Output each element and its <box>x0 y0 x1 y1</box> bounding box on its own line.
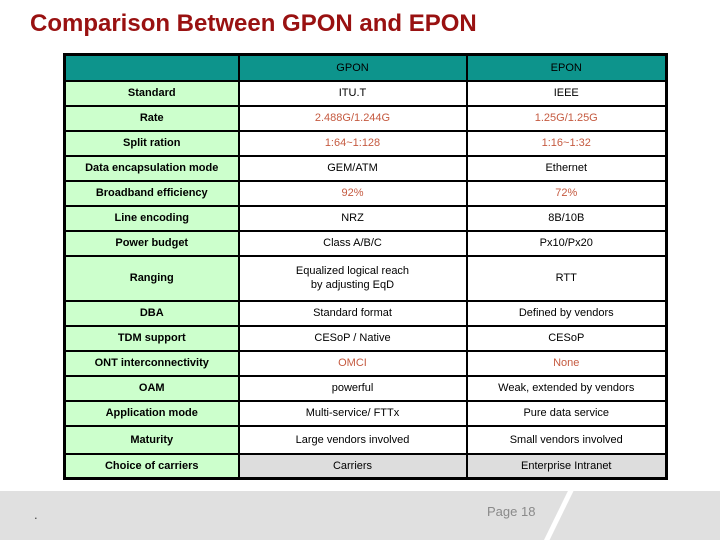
column-header-gpon: GPON <box>237 53 468 82</box>
slide-title: Comparison Between GPON and EPON <box>30 10 477 37</box>
column-header-epon: EPON <box>465 53 668 82</box>
table-row: Ranging Equalized logical reach by adjus… <box>63 254 668 302</box>
epon-value-cell: Enterprise Intranet <box>465 452 668 480</box>
table-row: Standard ITU.T IEEE <box>63 79 668 107</box>
row-label-cell: Maturity <box>63 424 240 455</box>
epon-value-cell: Small vendors involved <box>465 424 668 455</box>
epon-value-cell: RTT <box>465 254 668 302</box>
header-empty-cell <box>63 53 240 82</box>
table-row: OAM powerful Weak, extended by vendors <box>63 374 668 402</box>
row-label-cell: Split ration <box>63 129 240 157</box>
row-label-cell: TDM support <box>63 324 240 352</box>
gpon-value-cell: 92% <box>237 179 468 207</box>
epon-value-cell: Defined by vendors <box>465 299 668 327</box>
gpon-value-cell: Multi-service/ FTTx <box>237 399 468 427</box>
epon-value-cell: None <box>465 349 668 377</box>
row-label-cell: Broadband efficiency <box>63 179 240 207</box>
gpon-value-cell: GEM/ATM <box>237 154 468 182</box>
footer-band <box>0 491 720 540</box>
row-label-cell: OAM <box>63 374 240 402</box>
row-label-cell: Standard <box>63 79 240 107</box>
table-row: ONT interconnectivity OMCI None <box>63 349 668 377</box>
epon-value-cell: Weak, extended by vendors <box>465 374 668 402</box>
stray-dot: . <box>34 507 38 522</box>
table-header-row: GPON EPON <box>63 53 668 82</box>
table-row: Broadband efficiency 92% 72% <box>63 179 668 207</box>
gpon-value-cell: 2.488G/1.244G <box>237 104 468 132</box>
table-row: Line encoding NRZ 8B/10B <box>63 204 668 232</box>
gpon-value-cell: NRZ <box>237 204 468 232</box>
gpon-value-cell: powerful <box>237 374 468 402</box>
epon-value-cell: Px10/Px20 <box>465 229 668 257</box>
table-row: Rate 2.488G/1.244G 1.25G/1.25G <box>63 104 668 132</box>
row-label-cell: Line encoding <box>63 204 240 232</box>
epon-value-cell: 1:16~1:32 <box>465 129 668 157</box>
row-label-cell: ONT interconnectivity <box>63 349 240 377</box>
table-row: Data encapsulation mode GEM/ATM Ethernet <box>63 154 668 182</box>
row-label-cell: Choice of carriers <box>63 452 240 480</box>
gpon-value-cell: CESoP / Native <box>237 324 468 352</box>
epon-value-cell: 72% <box>465 179 668 207</box>
table-row: Choice of carriers Carriers Enterprise I… <box>63 452 668 480</box>
row-label-cell: Power budget <box>63 229 240 257</box>
epon-value-cell: Ethernet <box>465 154 668 182</box>
row-label-cell: Application mode <box>63 399 240 427</box>
row-label-cell: Rate <box>63 104 240 132</box>
epon-value-cell: 8B/10B <box>465 204 668 232</box>
table-row: Application mode Multi-service/ FTTx Pur… <box>63 399 668 427</box>
gpon-value-cell: 1:64~1:128 <box>237 129 468 157</box>
comparison-table: GPON EPON Standard ITU.T IEEE Rate 2.488… <box>63 53 668 480</box>
table-row: DBA Standard format Defined by vendors <box>63 299 668 327</box>
row-label-cell: DBA <box>63 299 240 327</box>
epon-value-cell: CESoP <box>465 324 668 352</box>
epon-value-cell: Pure data service <box>465 399 668 427</box>
epon-value-cell: 1.25G/1.25G <box>465 104 668 132</box>
gpon-value-cell: Large vendors involved <box>237 424 468 455</box>
gpon-value-cell: Carriers <box>237 452 468 480</box>
table-row: TDM support CESoP / Native CESoP <box>63 324 668 352</box>
gpon-value-cell: ITU.T <box>237 79 468 107</box>
table-row: Maturity Large vendors involved Small ve… <box>63 424 668 455</box>
epon-value-cell: IEEE <box>465 79 668 107</box>
table-row: Split ration 1:64~1:128 1:16~1:32 <box>63 129 668 157</box>
row-label-cell: Data encapsulation mode <box>63 154 240 182</box>
row-label-cell: Ranging <box>63 254 240 302</box>
gpon-value-cell: Equalized logical reach by adjusting EqD <box>237 254 468 302</box>
gpon-value-cell: Class A/B/C <box>237 229 468 257</box>
gpon-value-cell: OMCI <box>237 349 468 377</box>
gpon-value-cell: Standard format <box>237 299 468 327</box>
table-row: Power budget Class A/B/C Px10/Px20 <box>63 229 668 257</box>
page-number: Page 18 <box>487 504 536 519</box>
